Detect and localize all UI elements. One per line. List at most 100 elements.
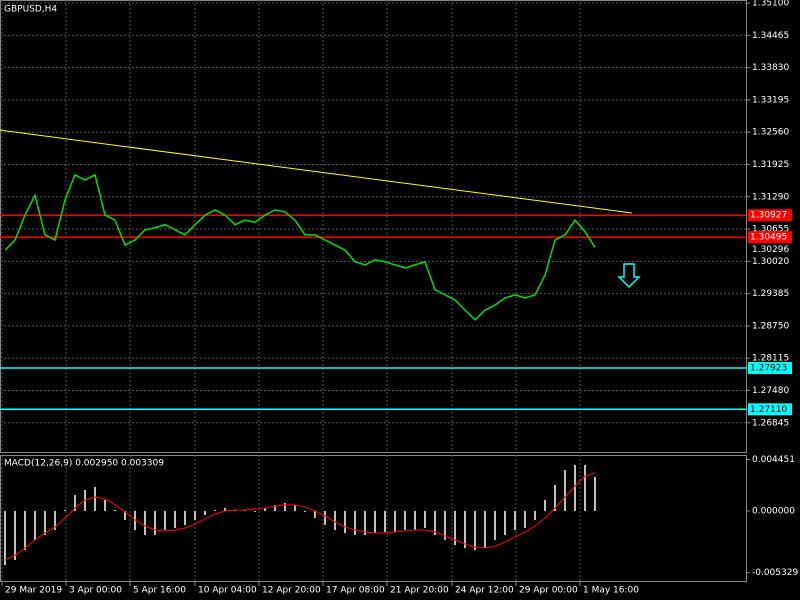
x-tick-label: 5 Apr 16:00	[133, 586, 186, 596]
macd-bar	[254, 510, 256, 512]
y-tick-label: 1.31290	[752, 192, 789, 202]
y-tick-label: 1.28115	[752, 354, 789, 364]
y-tick-label: 1.29385	[752, 289, 789, 299]
macd-bar	[154, 510, 156, 535]
x-tick-label: 12 Apr 20:00	[262, 586, 321, 596]
macd-bar	[144, 510, 146, 535]
macd-bar	[454, 510, 456, 545]
y-tick-label: 1.30655	[752, 225, 789, 235]
level-label-box	[748, 403, 792, 416]
last-price-label: 1.30296	[752, 245, 789, 255]
x-tick-label: 29 Mar 2019	[5, 586, 62, 596]
level-label: 1.30927	[750, 211, 787, 221]
price-line	[4, 173, 596, 321]
x-tick-label: 17 Apr 08:00	[326, 586, 385, 596]
macd-bar	[214, 509, 216, 511]
x-tick-label: 10 Apr 04:00	[198, 586, 257, 596]
macd-bar	[494, 510, 496, 541]
macd-bar	[284, 502, 286, 511]
macd-bar	[174, 510, 176, 528]
chart-title: GBPUSD,H4	[4, 5, 57, 15]
x-tick-label: 3 Apr 00:00	[69, 586, 122, 596]
macd-bar	[474, 510, 476, 551]
macd-bar	[564, 469, 566, 511]
macd-bar	[234, 509, 236, 511]
macd-bar	[334, 510, 336, 530]
macd-bar	[314, 510, 316, 518]
macd-bar	[374, 510, 376, 533]
x-tick-label: 24 Apr 12:00	[455, 586, 514, 596]
macd-bar	[184, 510, 186, 525]
trendline	[0, 129, 633, 214]
macd-bar	[94, 486, 96, 511]
macd-bar	[104, 499, 106, 511]
macd-bar	[224, 507, 226, 511]
macd-bar	[54, 510, 56, 530]
level-label-box	[748, 231, 792, 244]
y-tick-label: 1.34465	[752, 31, 789, 41]
macd-bar	[304, 510, 306, 512]
macd-bar	[544, 499, 546, 511]
y-tick-label: 1.27480	[752, 386, 789, 396]
macd-bar	[274, 504, 276, 511]
macd-bar	[404, 510, 406, 530]
macd-bar	[424, 510, 426, 528]
macd-bar	[114, 509, 116, 511]
macd-bar	[534, 510, 536, 520]
y-tick-label: -0.005329	[752, 568, 798, 578]
main-frame	[0, 0, 747, 453]
sell-arrow	[617, 263, 641, 289]
signal-line	[4, 472, 596, 561]
macd-frame	[0, 455, 747, 582]
level-label-box	[748, 209, 792, 222]
macd-bar	[264, 507, 266, 511]
level-label: 1.27110	[750, 405, 787, 415]
macd-bar	[294, 504, 296, 511]
y-tick-label: 1.28750	[752, 321, 789, 331]
macd-bar	[44, 510, 46, 535]
macd-bar	[584, 464, 586, 511]
macd-bar	[444, 510, 446, 541]
macd-bar	[4, 510, 6, 566]
y-tick-label: 1.26845	[752, 418, 789, 428]
macd-bar	[504, 510, 506, 535]
y-tick-label: 0.000000	[752, 506, 795, 516]
macd-bar	[204, 510, 206, 515]
macd-bar	[64, 509, 66, 511]
macd-bar	[164, 510, 166, 530]
macd-bar	[244, 509, 246, 511]
macd-bar	[394, 510, 396, 532]
macd-bar	[74, 494, 76, 511]
macd-bar	[514, 510, 516, 530]
macd-bar	[24, 510, 26, 551]
macd-bar	[554, 484, 556, 511]
x-tick-label: 21 Apr 20:00	[390, 586, 449, 596]
macd-title: MACD(12,26,9) 0.002950 0.003309	[4, 459, 164, 469]
macd-bar	[364, 510, 366, 535]
y-tick-label: 1.33830	[752, 63, 789, 73]
y-tick-label: 0.004451	[752, 455, 795, 465]
y-tick-label: 1.31925	[752, 160, 789, 170]
x-tick-label: 1 May 16:00	[583, 586, 639, 596]
y-tick-label: 1.30020	[752, 257, 789, 267]
macd-bar	[434, 510, 436, 535]
macd-bar	[194, 510, 196, 520]
macd-bar	[414, 510, 416, 530]
macd-bar	[524, 510, 526, 528]
macd-bar	[464, 510, 466, 549]
macd-bar	[384, 510, 386, 532]
macd-bar	[324, 510, 326, 525]
level-label: 1.27923	[750, 363, 787, 373]
macd-bar	[594, 476, 596, 511]
macd-bar	[124, 510, 126, 520]
macd-bar	[34, 510, 36, 541]
macd-bar	[14, 510, 16, 561]
y-tick-label: 1.32560	[752, 128, 789, 138]
x-tick-label: 29 Apr 00:00	[519, 586, 578, 596]
y-tick-label: 1.35100	[752, 0, 789, 9]
macd-bar	[574, 464, 576, 511]
macd-bar	[344, 510, 346, 533]
